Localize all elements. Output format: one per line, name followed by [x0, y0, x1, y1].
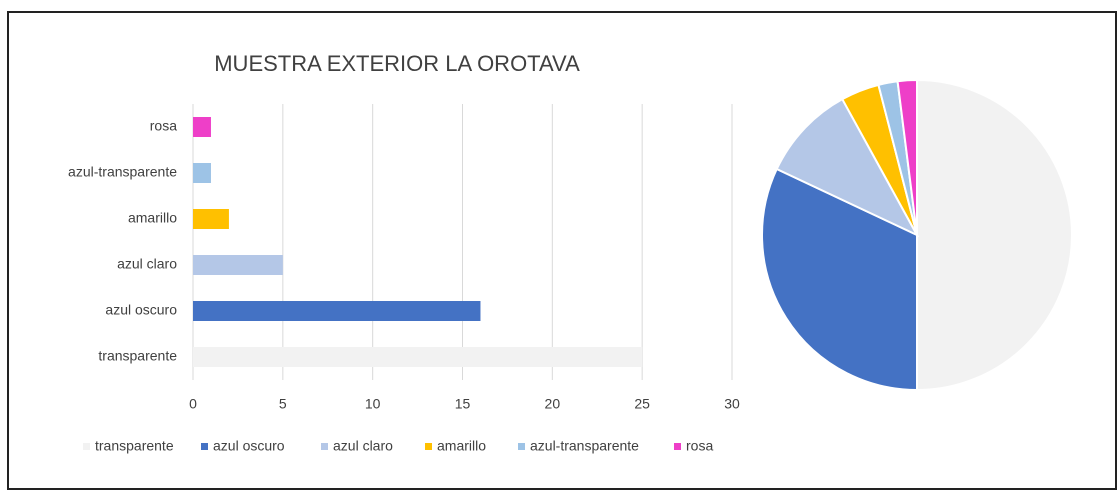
bar — [193, 301, 481, 321]
legend-label: azul claro — [333, 438, 393, 454]
legend-label: azul-transparente — [530, 438, 639, 454]
legend-label: rosa — [686, 438, 713, 454]
pie-slice — [761, 167, 918, 392]
bar — [193, 163, 211, 183]
y-tick-label: azul-transparente — [68, 164, 177, 180]
x-tick-label: 30 — [724, 396, 740, 412]
legend-swatch — [83, 443, 90, 450]
chart-title: MUESTRA EXTERIOR LA OROTAVA — [214, 51, 580, 76]
legend-swatch — [201, 443, 208, 450]
legend-label: transparente — [95, 438, 174, 454]
y-tick-label: amarillo — [128, 210, 177, 226]
y-tick-label: transparente — [98, 348, 177, 364]
bar — [193, 209, 229, 229]
x-tick-label: 0 — [189, 396, 197, 412]
y-tick-label: rosa — [150, 118, 177, 134]
pie-slice — [896, 78, 918, 236]
pie-slice — [775, 97, 920, 238]
legend-swatch — [425, 443, 432, 450]
legend-swatch — [321, 443, 328, 450]
legend-label: azul oscuro — [213, 438, 285, 454]
y-tick-label: azul claro — [117, 256, 177, 272]
pie-slice — [916, 78, 1073, 392]
legend-swatch — [674, 443, 681, 450]
legend-label: amarillo — [437, 438, 486, 454]
x-tick-label: 15 — [455, 396, 471, 412]
x-tick-label: 10 — [365, 396, 381, 412]
bar — [193, 347, 643, 367]
x-tick-label: 20 — [545, 396, 561, 412]
y-tick-label: azul oscuro — [105, 302, 177, 318]
x-tick-label: 25 — [634, 396, 650, 412]
x-tick-label: 5 — [279, 396, 287, 412]
legend-swatch — [518, 443, 525, 450]
bar — [193, 255, 283, 275]
bar — [193, 117, 211, 137]
